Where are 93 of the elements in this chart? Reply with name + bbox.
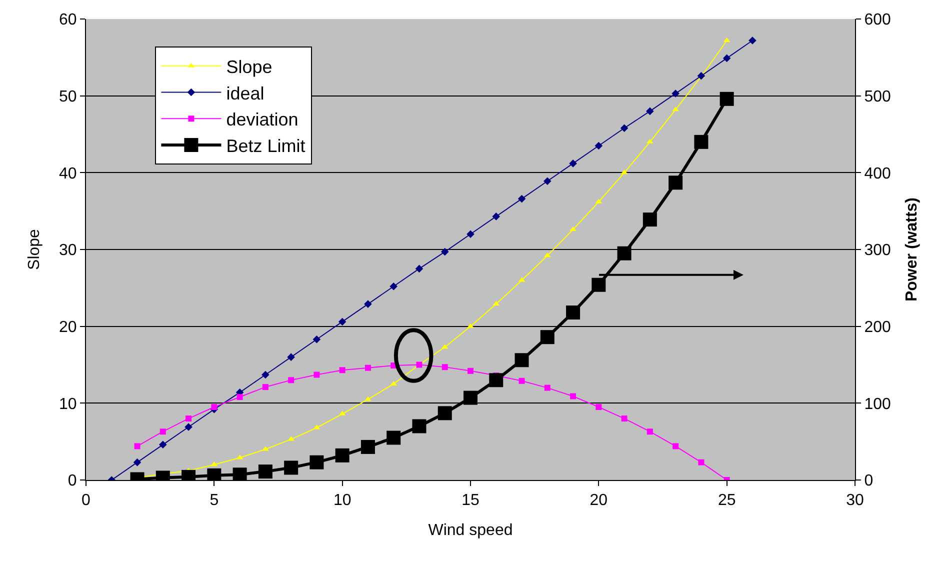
point	[722, 54, 731, 62]
point	[569, 160, 577, 168]
point	[518, 194, 526, 203]
y2-axis-title: Power (watts)	[904, 197, 921, 302]
point	[566, 306, 580, 320]
point	[134, 443, 140, 450]
point	[186, 416, 192, 422]
y2-tick-label: 400	[864, 165, 891, 182]
point	[518, 378, 525, 384]
legend-label: Betz Limit	[226, 136, 306, 156]
x-tick-label: 25	[718, 492, 736, 510]
point	[364, 364, 371, 371]
y2-tick-label: 600	[864, 12, 891, 29]
point	[288, 377, 294, 384]
y2-tick-label: 200	[864, 318, 891, 336]
x-tick-label: 5	[210, 492, 219, 510]
point	[489, 373, 504, 388]
point	[339, 367, 346, 374]
point	[159, 440, 167, 449]
point	[386, 430, 401, 445]
point	[133, 458, 142, 466]
y-tick-label: 10	[59, 396, 77, 413]
point	[646, 107, 654, 116]
legend-label: deviation	[226, 110, 298, 130]
point	[284, 460, 298, 475]
point	[596, 404, 602, 410]
y-tick-label: 20	[59, 318, 77, 336]
point	[360, 440, 375, 454]
point	[262, 384, 268, 390]
legend-label: Slope	[226, 56, 272, 77]
y-tick-label: 60	[59, 12, 77, 29]
y-tick-label: 0	[68, 472, 77, 490]
point	[720, 92, 734, 106]
point	[672, 90, 680, 98]
point	[698, 459, 704, 466]
point	[466, 230, 474, 238]
point	[211, 404, 218, 410]
point	[694, 134, 708, 149]
point	[544, 384, 550, 391]
point	[544, 177, 552, 186]
point	[592, 278, 606, 292]
point	[514, 353, 529, 368]
x-tick-label: 15	[462, 492, 480, 510]
point	[262, 370, 270, 379]
point	[338, 318, 346, 326]
point	[620, 124, 628, 132]
y-axis-title: Slope	[26, 228, 43, 270]
y2-tick-label: 0	[864, 472, 874, 490]
y2-tick-label: 100	[864, 396, 891, 413]
point	[364, 300, 372, 308]
point	[570, 226, 576, 232]
y2-tick-label: 300	[864, 242, 891, 260]
point	[748, 36, 756, 44]
point	[312, 336, 321, 344]
point	[668, 176, 683, 190]
point	[617, 246, 632, 260]
point	[364, 396, 372, 401]
point	[468, 368, 474, 374]
legend-label: ideal	[226, 83, 264, 104]
point	[442, 364, 448, 370]
point	[646, 428, 653, 435]
point	[160, 428, 166, 435]
y-tick-label: 30	[59, 242, 77, 260]
point	[335, 448, 350, 462]
point	[642, 212, 657, 227]
point	[314, 372, 320, 378]
x-tick-label: 0	[82, 492, 91, 510]
point	[570, 393, 576, 400]
y2-tick-label: 500	[864, 88, 891, 106]
point	[672, 443, 679, 450]
x-tick-label: 20	[590, 492, 608, 510]
point	[440, 248, 449, 256]
x-axis-title: Wind speed	[428, 522, 513, 539]
point	[621, 416, 628, 422]
point	[412, 419, 426, 434]
point	[236, 394, 243, 400]
point	[438, 406, 452, 420]
point	[594, 142, 603, 150]
point	[287, 353, 295, 361]
point	[390, 282, 398, 290]
point	[232, 468, 247, 480]
point	[415, 264, 424, 273]
y-tick-label: 50	[59, 88, 77, 106]
x-tick-label: 30	[846, 492, 864, 510]
y-tick-label: 40	[59, 165, 77, 182]
point	[184, 423, 192, 431]
point	[310, 455, 324, 470]
point	[258, 464, 272, 479]
point	[464, 390, 478, 405]
point	[467, 323, 474, 328]
point	[540, 330, 554, 344]
x-tick-label: 10	[333, 492, 352, 510]
point	[492, 212, 500, 220]
